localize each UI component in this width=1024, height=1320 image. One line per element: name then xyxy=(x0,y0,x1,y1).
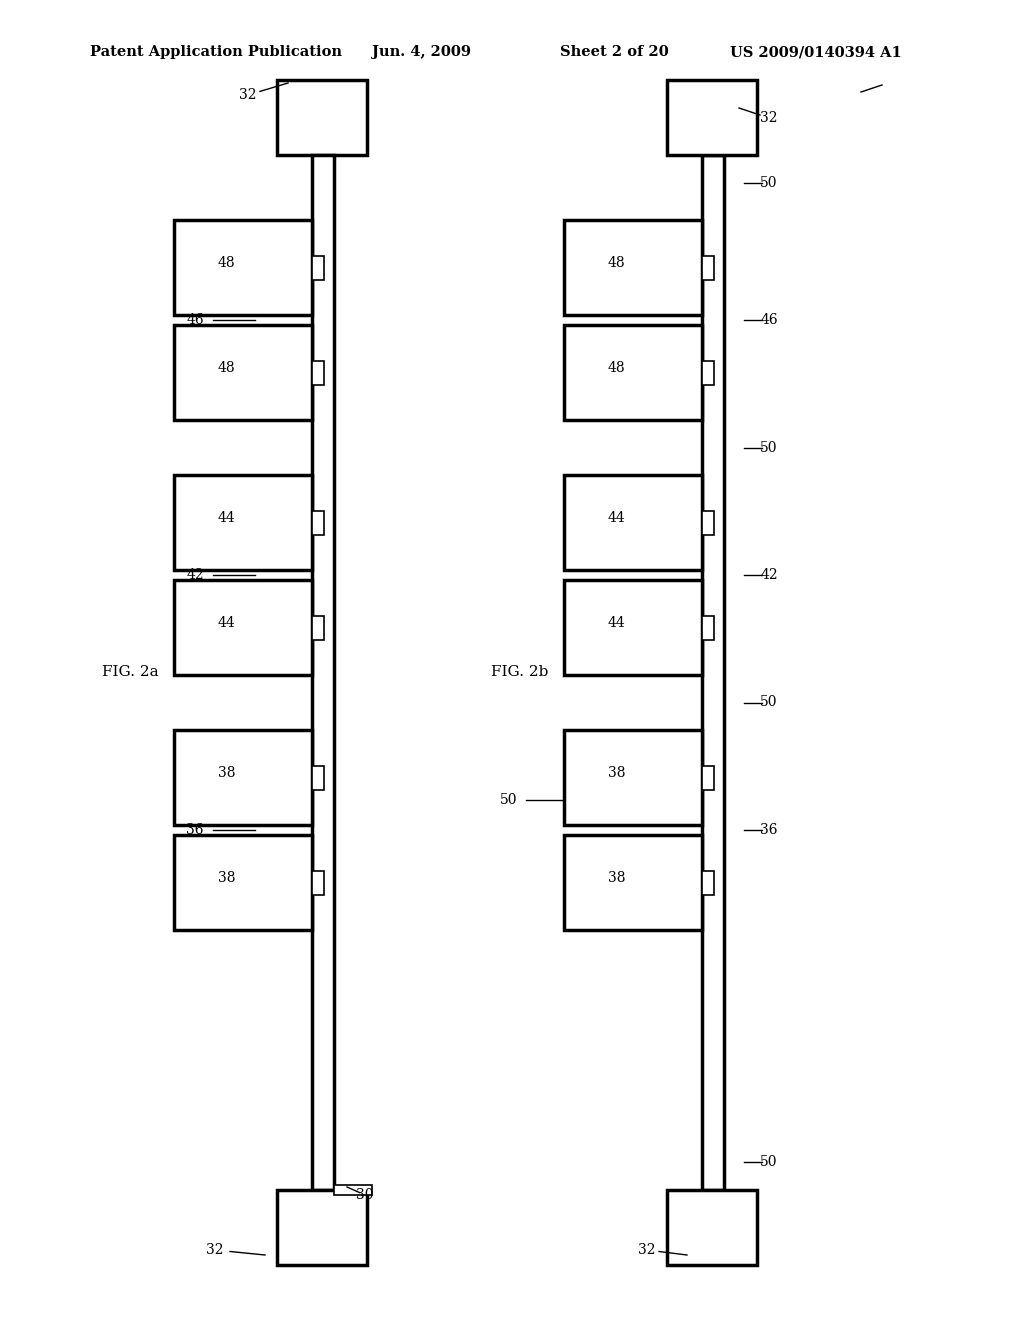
Text: 32: 32 xyxy=(760,111,778,125)
Text: 50: 50 xyxy=(760,696,778,710)
Bar xyxy=(564,220,702,315)
Bar xyxy=(312,766,324,789)
Bar xyxy=(312,511,324,535)
Text: Jun. 4, 2009: Jun. 4, 2009 xyxy=(372,45,471,59)
Bar xyxy=(174,730,312,825)
Bar xyxy=(278,1191,367,1265)
Text: 32: 32 xyxy=(240,88,257,102)
Text: 44: 44 xyxy=(607,615,626,630)
Bar xyxy=(702,360,714,385)
Bar xyxy=(564,836,702,931)
Text: 36: 36 xyxy=(760,822,778,837)
Bar xyxy=(564,475,702,570)
Bar xyxy=(334,1185,372,1195)
Bar xyxy=(174,220,312,315)
Text: 44: 44 xyxy=(607,511,626,525)
Text: 32: 32 xyxy=(638,1243,655,1257)
Text: 38: 38 xyxy=(218,766,236,780)
Bar xyxy=(312,871,324,895)
Bar xyxy=(174,325,312,420)
Bar xyxy=(564,730,702,825)
Text: 42: 42 xyxy=(186,568,204,582)
Text: 48: 48 xyxy=(607,256,626,269)
Text: 46: 46 xyxy=(186,313,204,327)
Bar xyxy=(702,256,714,280)
Bar xyxy=(174,836,312,931)
Text: 32: 32 xyxy=(206,1243,224,1257)
Text: 50: 50 xyxy=(760,1155,778,1170)
Text: 44: 44 xyxy=(217,511,236,525)
Bar xyxy=(564,579,702,675)
Bar xyxy=(312,154,334,1191)
Text: 38: 38 xyxy=(218,871,236,884)
Bar xyxy=(667,1191,757,1265)
Bar xyxy=(174,475,312,570)
Bar xyxy=(312,360,324,385)
Text: Sheet 2 of 20: Sheet 2 of 20 xyxy=(560,45,669,59)
Bar xyxy=(702,511,714,535)
Bar xyxy=(174,579,312,675)
Bar xyxy=(702,871,714,895)
Bar xyxy=(564,325,702,420)
Text: FIG. 2b: FIG. 2b xyxy=(492,665,549,680)
Bar xyxy=(278,81,367,154)
Text: 48: 48 xyxy=(218,360,236,375)
Text: FIG. 2a: FIG. 2a xyxy=(101,665,159,680)
Text: 38: 38 xyxy=(607,871,626,884)
Text: Patent Application Publication: Patent Application Publication xyxy=(90,45,342,59)
Bar xyxy=(312,616,324,640)
Text: 42: 42 xyxy=(760,568,778,582)
Bar xyxy=(702,154,724,1191)
Bar xyxy=(702,616,714,640)
Text: 46: 46 xyxy=(760,313,778,327)
Bar xyxy=(312,256,324,280)
Text: 38: 38 xyxy=(607,766,626,780)
Text: 50: 50 xyxy=(501,793,518,807)
Text: 30: 30 xyxy=(356,1188,374,1203)
Text: 50: 50 xyxy=(760,441,778,454)
Text: US 2009/0140394 A1: US 2009/0140394 A1 xyxy=(730,45,902,59)
Text: 36: 36 xyxy=(186,822,204,837)
Bar xyxy=(702,766,714,789)
Text: 44: 44 xyxy=(217,615,236,630)
Text: 48: 48 xyxy=(218,256,236,269)
Text: 48: 48 xyxy=(607,360,626,375)
Bar xyxy=(667,81,757,154)
Text: 50: 50 xyxy=(760,176,778,190)
